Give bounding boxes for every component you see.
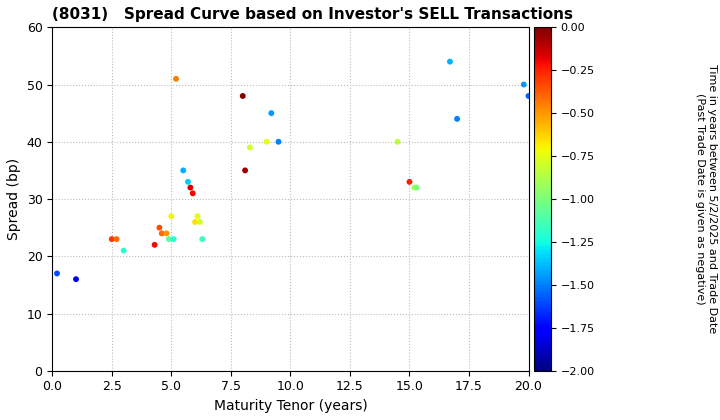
Point xyxy=(404,178,415,185)
Point xyxy=(411,184,423,191)
Point xyxy=(523,93,534,100)
Point xyxy=(237,93,248,100)
Point xyxy=(273,139,284,145)
Point xyxy=(153,224,165,231)
Text: (8031)   Spread Curve based on Investor's SELL Transactions: (8031) Spread Curve based on Investor's … xyxy=(53,7,573,22)
Point xyxy=(161,230,172,237)
Point xyxy=(392,139,403,145)
Point xyxy=(266,110,277,116)
X-axis label: Maturity Tenor (years): Maturity Tenor (years) xyxy=(214,399,367,413)
Point xyxy=(156,230,168,237)
Point xyxy=(111,236,122,242)
Point xyxy=(51,270,63,277)
Point xyxy=(187,190,199,197)
Point xyxy=(171,76,182,82)
Point xyxy=(163,236,175,242)
Point xyxy=(197,236,208,242)
Point xyxy=(177,167,189,174)
Point xyxy=(261,139,272,145)
Point xyxy=(518,81,529,88)
Y-axis label: Time in years between 5/2/2025 and Trade Date
(Past Trade Date is given as negat: Time in years between 5/2/2025 and Trade… xyxy=(695,64,716,333)
Point xyxy=(194,218,206,225)
Point xyxy=(106,236,117,242)
Point xyxy=(189,218,201,225)
Point xyxy=(149,241,161,248)
Point xyxy=(408,184,420,191)
Point xyxy=(192,213,203,220)
Point xyxy=(118,247,130,254)
Point xyxy=(184,184,196,191)
Point xyxy=(244,144,256,151)
Point xyxy=(182,178,194,185)
Point xyxy=(451,116,463,122)
Point xyxy=(166,213,177,220)
Point xyxy=(168,236,179,242)
Point xyxy=(71,276,82,283)
Point xyxy=(239,167,251,174)
Y-axis label: Spread (bp): Spread (bp) xyxy=(7,158,21,240)
Point xyxy=(444,58,456,65)
